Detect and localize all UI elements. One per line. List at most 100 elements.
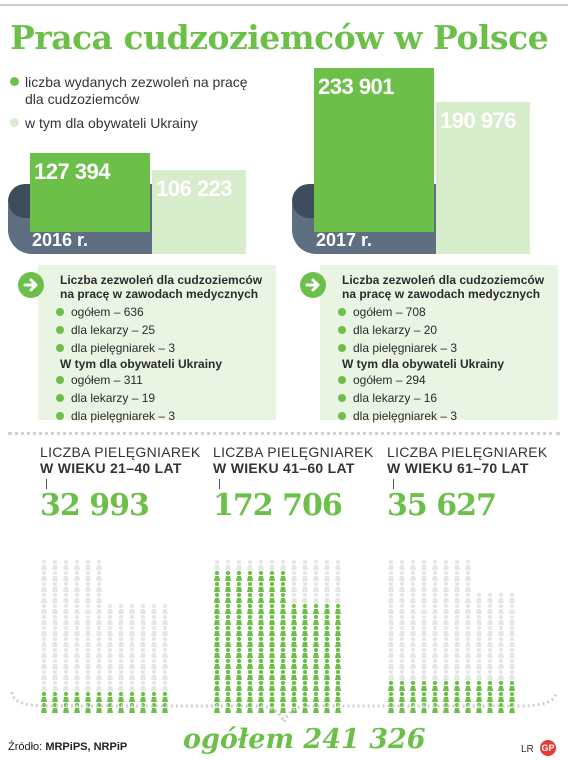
person-figure xyxy=(476,625,482,636)
person-figure xyxy=(324,603,330,614)
person-figure xyxy=(476,603,482,614)
medical-heading-2017: Liczba zezwoleń dla cudzoziemców na prac… xyxy=(342,273,544,301)
person-figure xyxy=(465,680,471,691)
person-figure xyxy=(225,691,231,702)
person-figure xyxy=(41,669,47,680)
person-figure xyxy=(52,680,58,691)
person-figure xyxy=(399,603,405,614)
medical-heading-2016-line2: na pracę w zawodach medycznych xyxy=(60,287,259,301)
person-figure xyxy=(129,625,135,636)
person-figure xyxy=(258,592,264,603)
person-figure xyxy=(258,691,264,702)
person-figure xyxy=(280,559,286,570)
person-figure xyxy=(107,669,113,680)
person-figure xyxy=(498,614,504,625)
person-figure xyxy=(63,669,69,680)
person-figure xyxy=(313,691,319,702)
person-figure xyxy=(214,658,220,669)
person-figure xyxy=(432,570,438,581)
person-figure xyxy=(225,559,231,570)
person-figure xyxy=(140,691,146,702)
person-figure xyxy=(313,647,319,658)
person-figure xyxy=(465,625,471,636)
legend-item-ukraine: w tym dla obywateli Ukrainy xyxy=(10,115,198,132)
person-figure xyxy=(74,669,80,680)
age-label-21-40-line1: LICZBA PIELĘGNIAREK xyxy=(40,444,201,460)
person-figure xyxy=(74,636,80,647)
person-figure xyxy=(313,603,319,614)
person-figure xyxy=(280,603,286,614)
person-figure xyxy=(129,614,135,625)
medical-heading-2016-line1: Liczba zezwoleń dla cudzoziemców xyxy=(60,273,263,287)
person-figure xyxy=(258,614,264,625)
person-figure xyxy=(487,669,493,680)
person-figure xyxy=(140,669,146,680)
person-figure xyxy=(388,647,394,658)
person-figure xyxy=(388,658,394,669)
person-figure xyxy=(399,592,405,603)
person-figure xyxy=(258,636,264,647)
person-figure xyxy=(151,669,157,680)
person-figure xyxy=(41,603,47,614)
person-figure xyxy=(214,603,220,614)
list-item: dla pielęgniarek – 3 xyxy=(338,407,457,425)
person-figure xyxy=(269,581,275,592)
person-figure xyxy=(443,658,449,669)
bar-2016-total xyxy=(30,152,150,232)
person-figure xyxy=(236,669,242,680)
person-figure xyxy=(454,680,460,691)
person-figure xyxy=(498,691,504,702)
person-figure xyxy=(225,636,231,647)
person-figure xyxy=(302,691,308,702)
person-figure xyxy=(96,581,102,592)
person-figure xyxy=(324,581,330,592)
person-figure xyxy=(432,680,438,691)
list-item-text: dla pielęgniarek – 3 xyxy=(71,409,176,423)
person-figure xyxy=(399,669,405,680)
person-figure xyxy=(269,669,275,680)
person-figure xyxy=(63,603,69,614)
person-figure xyxy=(247,691,253,702)
person-figure xyxy=(214,614,220,625)
person-figure xyxy=(410,570,416,581)
person-figure xyxy=(52,669,58,680)
person-figure xyxy=(129,691,135,702)
person-figure xyxy=(96,658,102,669)
person-figure xyxy=(324,636,330,647)
medical-box-2017: Liczba zezwoleń dla cudzoziemców na prac… xyxy=(320,265,558,423)
page-title: Praca cudzoziemców w Polsce xyxy=(10,18,549,57)
person-figure xyxy=(421,669,427,680)
person-figure xyxy=(214,636,220,647)
person-figure xyxy=(85,647,91,658)
total-brace xyxy=(10,691,558,726)
person-figure xyxy=(487,658,493,669)
person-figure xyxy=(509,614,515,625)
person-figure xyxy=(214,592,220,603)
person-figure xyxy=(63,680,69,691)
person-figure xyxy=(74,559,80,570)
person-figure xyxy=(140,636,146,647)
year-band-fold-2017 xyxy=(292,184,314,218)
person-figure xyxy=(335,603,341,614)
person-figure xyxy=(225,603,231,614)
nurses-pictogram xyxy=(41,559,515,713)
pointer-tick xyxy=(219,479,220,489)
person-figure xyxy=(236,603,242,614)
list-item: dla pielęgniarek – 3 xyxy=(56,407,175,425)
person-figure xyxy=(324,647,330,658)
person-figure xyxy=(107,647,113,658)
person-figure xyxy=(399,625,405,636)
person-figure xyxy=(498,647,504,658)
person-figure xyxy=(247,702,253,713)
person-figure xyxy=(432,603,438,614)
age-label-61-70-line1: LICZBA PIELĘGNIAREK xyxy=(387,444,548,460)
legend-swatch-green xyxy=(10,77,19,86)
person-figure xyxy=(388,614,394,625)
person-figure xyxy=(41,647,47,658)
person-figure xyxy=(214,581,220,592)
person-figure xyxy=(399,680,405,691)
person-figure xyxy=(280,647,286,658)
bar-2016-ukraine-label: 106 223 xyxy=(156,175,233,201)
person-figure xyxy=(162,691,168,702)
source-note: Źródło: MRPiPS, NRPiP xyxy=(8,741,127,753)
